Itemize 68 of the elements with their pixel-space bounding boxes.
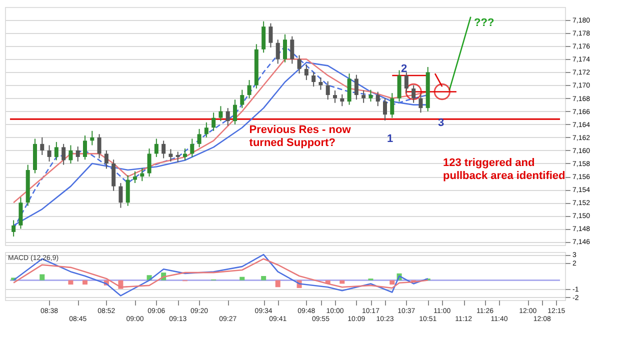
bar — [82, 280, 88, 285]
candlestick — [140, 168, 144, 182]
candlestick — [18, 196, 23, 230]
candlestick — [290, 36, 294, 64]
candlestick — [347, 73, 352, 106]
bar — [68, 280, 74, 285]
candlestick — [354, 74, 358, 100]
candlestick — [204, 122, 208, 138]
candlestick — [97, 134, 102, 159]
candlestick — [268, 22, 273, 48]
candlestick — [62, 143, 66, 166]
candlestick — [118, 182, 123, 208]
bar — [390, 280, 395, 285]
candlestick — [240, 89, 244, 109]
candlestick — [412, 84, 416, 104]
candlestick — [90, 130, 94, 146]
candlestick — [190, 138, 194, 158]
annotation: 123 triggered and pullback area identified — [443, 157, 566, 182]
candlestick — [326, 80, 330, 100]
candlestick — [333, 90, 337, 104]
candlestick — [312, 72, 316, 88]
candlestick — [283, 34, 287, 63]
annotation: ??? — [474, 17, 494, 29]
candlestick — [183, 148, 187, 161]
candlestick — [12, 220, 16, 238]
candlestick — [404, 72, 408, 94]
candlestick — [262, 20, 266, 54]
candlestick — [368, 89, 373, 102]
candlestick — [340, 94, 344, 107]
candlestick — [276, 39, 280, 64]
candlestick — [168, 148, 173, 162]
annotation: 1 — [387, 133, 394, 145]
candlestick — [226, 108, 230, 126]
bar — [240, 276, 245, 280]
candlestick — [104, 150, 108, 170]
ref-line-label: Previous Res - now turned Support? — [249, 124, 352, 150]
candlestick — [40, 136, 44, 156]
candlestick — [76, 146, 80, 162]
annotation: 3 — [438, 117, 444, 129]
candlestick — [126, 174, 130, 206]
candlestick — [297, 54, 302, 74]
candlestick — [212, 112, 216, 132]
candlestick — [304, 64, 308, 81]
candlestick — [362, 90, 366, 104]
candlestick — [162, 140, 166, 159]
candlestick — [318, 76, 323, 90]
candlestick — [247, 80, 252, 99]
candlestick — [68, 144, 73, 164]
candlestick — [112, 159, 116, 192]
candlestick — [418, 94, 423, 114]
candlestick — [154, 138, 158, 158]
candlestick — [83, 134, 87, 160]
candlestick — [133, 170, 137, 184]
candlestick — [147, 148, 152, 178]
candlestick — [197, 128, 202, 148]
candlestick — [390, 92, 394, 118]
bar — [275, 280, 280, 288]
candlestick — [54, 141, 58, 161]
candlestick — [383, 98, 387, 121]
candlestick — [376, 91, 380, 107]
bar — [261, 276, 266, 280]
candlestick — [397, 70, 402, 102]
annotation: 2 — [401, 63, 408, 75]
candlestick — [218, 106, 223, 122]
candlestick — [233, 99, 237, 125]
candlestick — [47, 144, 52, 162]
candlestick — [176, 151, 180, 163]
bar — [40, 274, 45, 280]
